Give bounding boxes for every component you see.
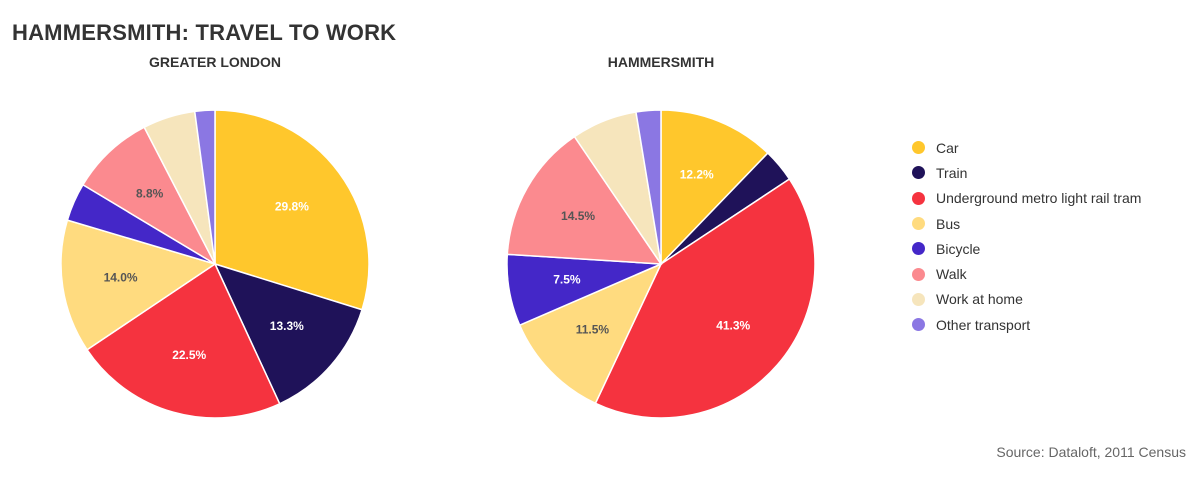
legend-item-walk[interactable]: Walk [912,261,1141,286]
slice-data-label: 12.2% [680,168,714,182]
slice-data-label: 22.5% [172,348,206,362]
legend-item-work-at-home[interactable]: Work at home [912,287,1141,312]
legend-label: Bicycle [936,240,981,257]
pie-slice-bus[interactable] [518,262,663,405]
legend-swatch-bicycle [912,242,925,256]
pie-slice-car[interactable] [214,109,370,311]
source-note: Source: Dataloft, 2011 Census [996,444,1186,460]
pie-slice-underground-metro-light-rail-tram[interactable] [594,178,816,419]
slice-data-label: 7.5% [553,273,581,287]
pie-slice-car[interactable] [660,109,769,266]
legend-label: Car [936,139,959,156]
slice-data-label: 41.3% [716,319,750,333]
chart-title: HAMMERSMITH [608,54,715,70]
slice-data-label: 14.0% [104,271,138,285]
legend-swatch-other-transport [912,318,925,332]
slice-data-label: 29.8% [275,200,309,214]
legend-item-train[interactable]: Train [912,160,1141,185]
pie-chart-1: GREATER LONDON 29.8% 13.3% 22.5% 14.0% 8.8% [60,54,370,419]
legend-item-bicycle[interactable]: Bicycle [912,236,1141,261]
legend-label: Bus [936,215,961,232]
legend-label: Work at home [936,291,1023,308]
legend: Car Train Underground metro light rail t… [912,135,1141,337]
legend-label: Other transport [936,316,1031,333]
slice-data-label: 8.8% [136,187,164,201]
legend-item-other-transport[interactable]: Other transport [912,312,1141,337]
legend-label: Underground metro light rail tram [936,190,1142,207]
pie-slice-train[interactable] [213,262,363,405]
pie-slice-walk[interactable] [81,126,217,267]
legend-swatch-work-at-home [912,292,925,306]
pie-chart-2: HAMMERSMITH 12.2% 41.3% 11.5% 7.5% 14.5% [506,54,816,419]
pie-slice-other-transport[interactable] [193,109,216,265]
legend-label: Train [936,164,968,181]
slice-data-label: 14.5% [561,209,595,223]
slice-data-label: 13.3% [270,319,304,333]
pie-slice-other-transport[interactable] [635,109,662,265]
legend-item-bus[interactable]: Bus [912,211,1141,236]
legend-label: Walk [936,266,967,283]
slice-data-label: 11.5% [576,323,610,337]
pie-slice-underground-metro-light-rail-tram[interactable] [86,262,281,419]
chart-title: GREATER LONDON [149,54,281,70]
pie-slice-bus[interactable] [60,219,217,351]
legend-swatch-car [912,141,925,155]
legend-swatch-underground [912,191,925,205]
legend-swatch-walk [912,267,925,281]
legend-swatch-bus [912,217,925,231]
legend-item-underground[interactable]: Underground metro light rail tram [912,186,1141,211]
pie-slice-walk[interactable] [506,135,663,265]
legend-item-car[interactable]: Car [912,135,1141,160]
legend-swatch-train [912,166,925,180]
page-title: HAMMERSMITH: TRAVEL TO WORK [12,20,397,45]
